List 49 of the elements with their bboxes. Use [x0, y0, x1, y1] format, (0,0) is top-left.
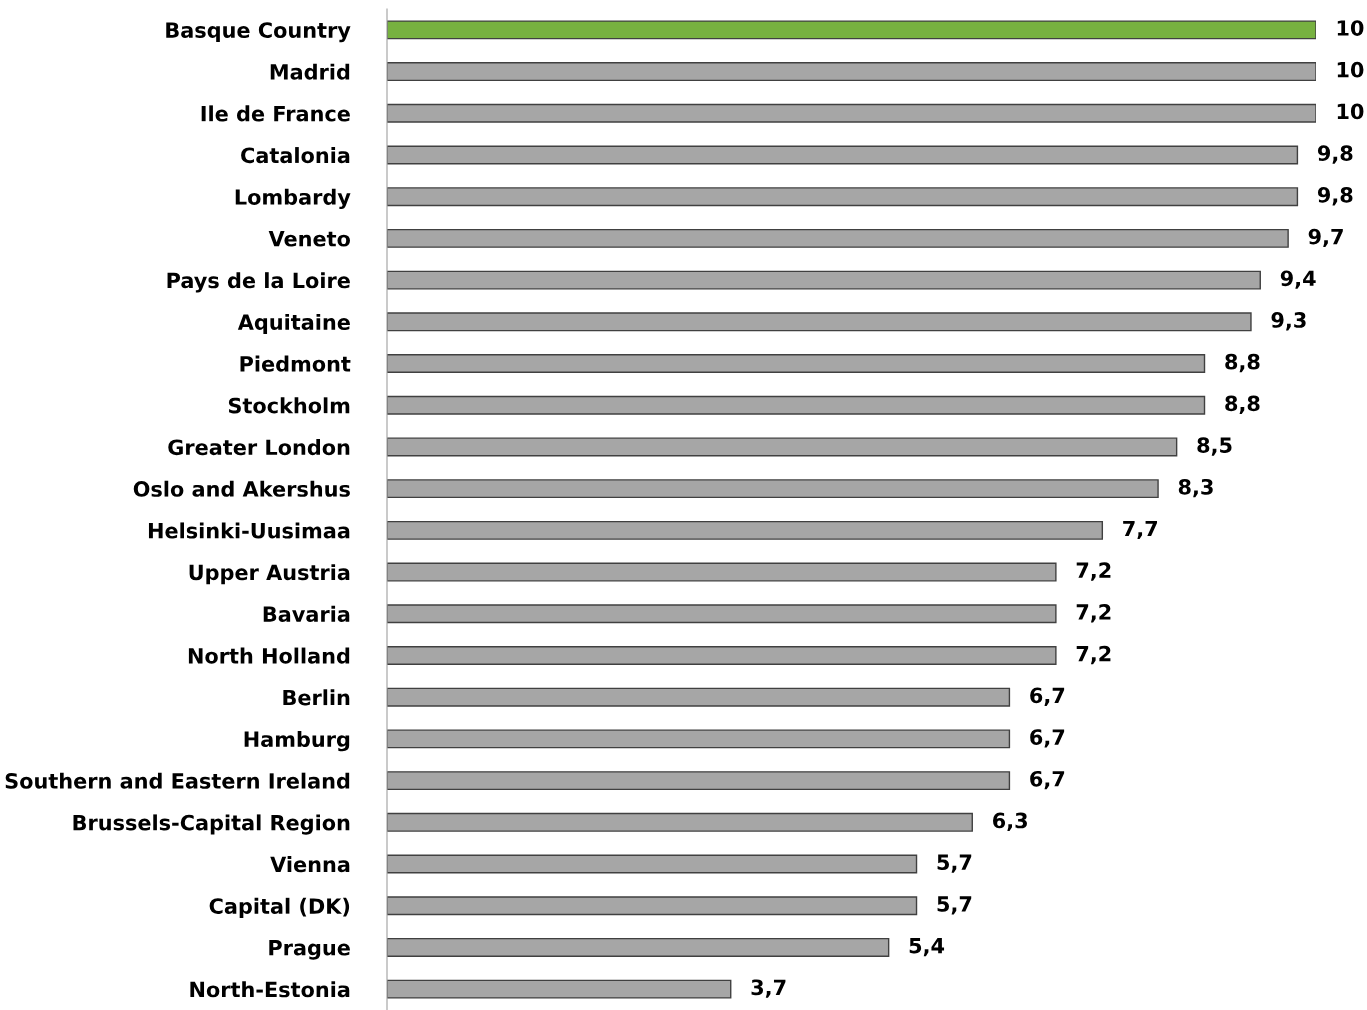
y-tick-label: Veneto: [268, 231, 350, 247]
y-tick-label: Pays de la Loire: [167, 272, 350, 293]
y-tick-label: North Holland: [188, 647, 350, 664]
data-label: 7,7: [1123, 520, 1158, 540]
data-label: 9,4: [1280, 270, 1316, 289]
data-label: 9,3: [1271, 312, 1306, 331]
y-tick-label: Prague: [269, 940, 350, 960]
data-label: 7,2: [1076, 645, 1111, 665]
data-label: 5,7: [937, 896, 972, 915]
data-label: 10: [1337, 20, 1364, 36]
y-tick-label: Berlin: [283, 689, 350, 706]
data-label: 10: [1337, 61, 1364, 78]
y-tick-label: Stockholm: [228, 397, 350, 414]
data-label: 6,7: [1030, 687, 1065, 706]
data-label: 8,8: [1225, 353, 1260, 373]
y-tick-label: Capital (DK): [209, 897, 350, 918]
data-label: 7,2: [1076, 604, 1111, 623]
y-tick-label: Helsinki-Uusimaa: [148, 522, 350, 539]
data-label: 3,7: [751, 979, 786, 998]
y-tick-label: Basque Country: [166, 22, 351, 43]
y-tick-label: Bavaria: [263, 605, 350, 622]
data-label: 6,7: [1030, 729, 1065, 748]
y-tick-label: Madrid: [270, 63, 350, 80]
data-label: 9,8: [1317, 186, 1353, 206]
data-label: 6,3: [993, 812, 1027, 832]
y-tick-label: Southern and Eastern Ireland: [5, 772, 350, 789]
data-label: 8,3: [1178, 478, 1213, 498]
y-tick-label: Lombardy: [235, 188, 351, 210]
data-label: 10: [1337, 103, 1364, 120]
y-tick-label: North-Estonia: [190, 981, 350, 998]
data-label: 8,8: [1225, 395, 1260, 414]
data-label: 6,7: [1030, 770, 1065, 790]
y-tick-label: Vienna: [270, 856, 350, 873]
y-tick-label: Brussels-Capital Region: [73, 814, 350, 835]
bar: [387, 20, 1316, 40]
y-tick-label: Catalonia: [241, 147, 350, 164]
y-tick-label: Aquitaine: [237, 313, 350, 335]
data-label: 8,5: [1197, 437, 1232, 456]
y-tick-label: Piedmont: [240, 355, 351, 372]
y-tick-label: Upper Austria: [189, 564, 350, 585]
data-label: 5,7: [937, 854, 972, 873]
y-tick-label: Hamburg: [244, 730, 350, 752]
data-label: 9,7: [1308, 228, 1343, 248]
data-label: 5,4: [909, 938, 945, 957]
y-tick-label: Oslo and Akershus: [133, 480, 350, 497]
data-label: 9,8: [1317, 145, 1353, 164]
y-tick-label: Ile de France: [201, 105, 350, 122]
y-tick-label: Greater London: [168, 439, 350, 456]
data-label: 7,2: [1076, 562, 1111, 581]
